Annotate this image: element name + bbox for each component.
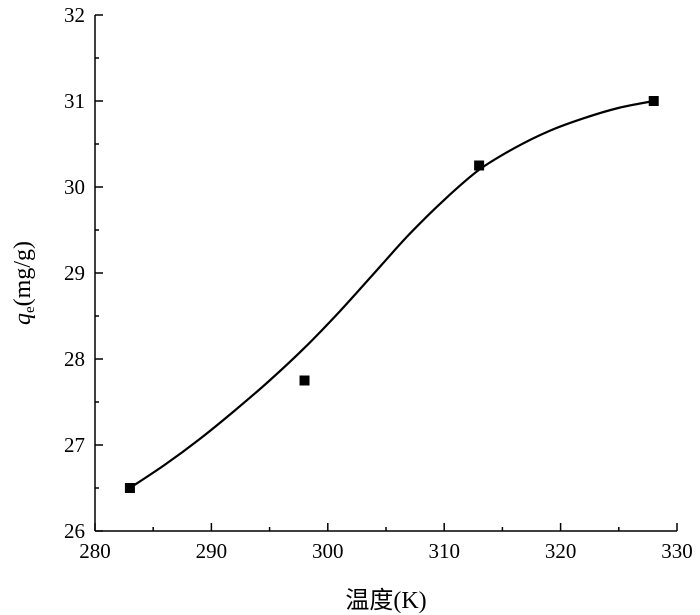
fit-curve-group	[129, 99, 654, 489]
x-tick-label: 290	[196, 539, 228, 563]
y-tick-label: 30	[64, 175, 85, 199]
x-tick-label: 300	[312, 539, 344, 563]
y-tick-label: 26	[64, 519, 85, 543]
x-tick-label: 310	[428, 539, 460, 563]
y-axis-label-unit: (mg/g)	[10, 241, 36, 306]
fit-curve	[129, 99, 654, 489]
data-point	[474, 160, 485, 171]
x-tick-label: 280	[79, 539, 111, 563]
y-tick-label: 28	[64, 347, 85, 371]
axes	[94, 15, 677, 532]
x-tick-label: 330	[661, 539, 693, 563]
x-axis-label: 温度(K)	[345, 587, 426, 614]
y-axis-label-subscript: e	[22, 306, 38, 313]
ticks: 280 290 300 310 320 330 26 27 28 29 30 31 32	[64, 3, 693, 563]
data-point	[299, 375, 310, 386]
data-point	[124, 483, 135, 493]
x-tick-label: 320	[545, 539, 577, 563]
y-tick-label: 31	[64, 89, 85, 113]
y-tick-label: 32	[64, 3, 85, 27]
data-points	[124, 96, 659, 493]
y-tick-label: 27	[64, 433, 85, 457]
y-tick-label: 29	[64, 261, 85, 285]
y-axis-label: qe(mg/g)	[10, 241, 38, 325]
y-axis-label-symbol: q	[10, 313, 36, 325]
data-point	[648, 96, 659, 106]
